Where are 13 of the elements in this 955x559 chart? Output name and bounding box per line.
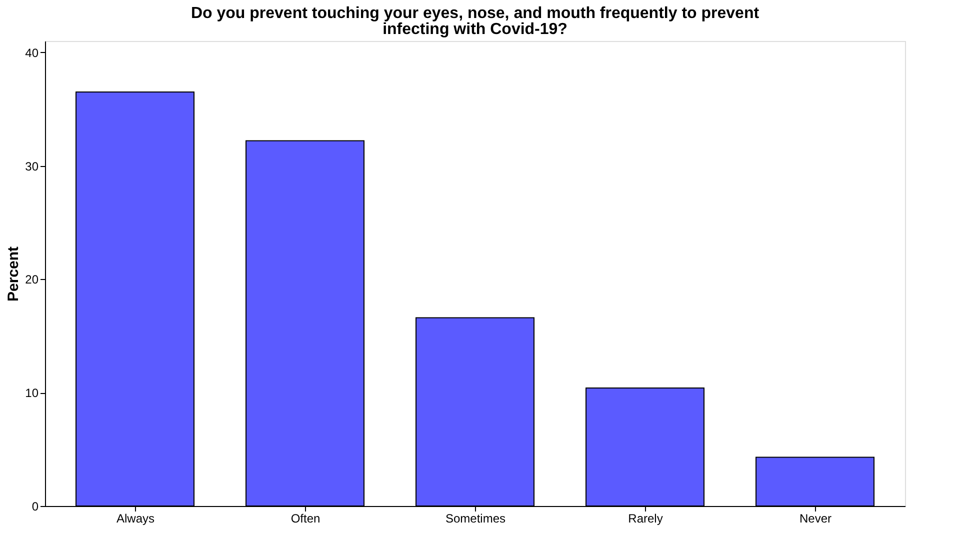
y-axis-title: Percent [5, 246, 22, 302]
x-tick-label: Sometimes [445, 512, 506, 526]
text: Do you prevent touching your eyes, nose, and mouth frequently to prevent [190, 5, 760, 22]
y-tick-label: 0 [32, 500, 39, 514]
x-tick-label: Never [799, 512, 832, 526]
x-tick-label: Rarely [628, 512, 663, 526]
y-tick-label: 10 [25, 386, 39, 400]
x-tick-label: Often [290, 512, 320, 526]
y-tick-label: 30 [25, 159, 39, 174]
x-tick-label: Always [116, 512, 155, 526]
text: infecting with Covid-19? [382, 21, 568, 38]
y-tick-label: 20 [25, 272, 39, 287]
y-tick-label: 40 [25, 46, 39, 60]
